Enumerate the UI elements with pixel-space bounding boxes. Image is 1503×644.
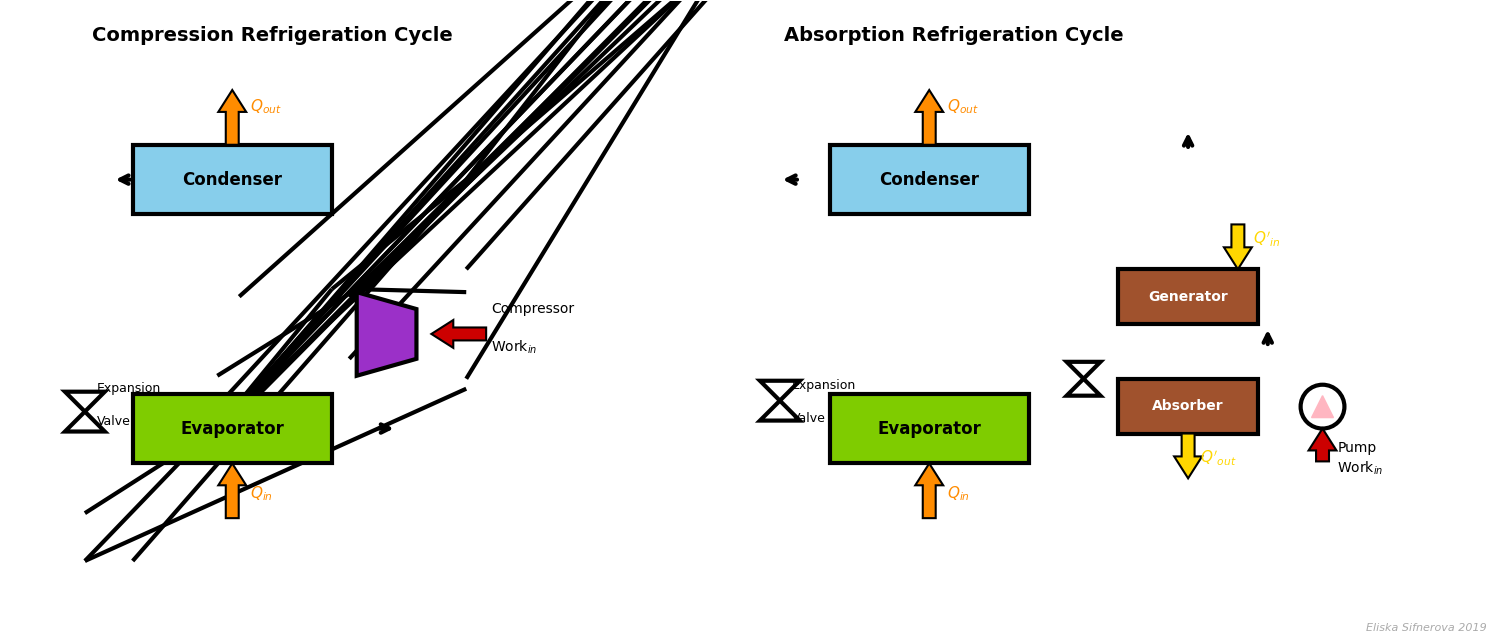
FancyBboxPatch shape	[132, 393, 332, 464]
Polygon shape	[218, 464, 246, 518]
Text: Eliska Sifnerova 2019: Eliska Sifnerova 2019	[1366, 623, 1486, 632]
Text: Valve: Valve	[96, 415, 131, 428]
Polygon shape	[915, 90, 944, 145]
Polygon shape	[356, 292, 416, 375]
Text: $Q'_{in}$: $Q'_{in}$	[1254, 230, 1281, 249]
Text: Evaporator: Evaporator	[878, 419, 981, 437]
Text: Generator: Generator	[1148, 290, 1228, 303]
Text: $Q_{out}$: $Q_{out}$	[249, 98, 283, 117]
Text: $Q_{out}$: $Q_{out}$	[947, 98, 978, 117]
Polygon shape	[1223, 224, 1252, 269]
Text: Work$_{in}$: Work$_{in}$	[1338, 460, 1384, 477]
Polygon shape	[761, 381, 800, 401]
FancyBboxPatch shape	[1118, 379, 1258, 433]
Text: Expansion: Expansion	[792, 379, 857, 392]
Polygon shape	[1067, 379, 1100, 395]
Circle shape	[1300, 384, 1344, 428]
Polygon shape	[1174, 433, 1202, 478]
Polygon shape	[218, 90, 246, 145]
Text: Compressor: Compressor	[491, 302, 574, 316]
Text: Absorber: Absorber	[1153, 399, 1223, 413]
Text: Valve: Valve	[792, 412, 825, 425]
Polygon shape	[65, 392, 105, 412]
Polygon shape	[1312, 395, 1333, 417]
FancyBboxPatch shape	[830, 393, 1028, 464]
Text: Expansion: Expansion	[96, 382, 161, 395]
Text: $Q'_{out}$: $Q'_{out}$	[1199, 449, 1237, 468]
Text: Pump: Pump	[1338, 441, 1377, 455]
FancyBboxPatch shape	[830, 145, 1028, 214]
Polygon shape	[1067, 362, 1100, 379]
Text: Work$_{in}$: Work$_{in}$	[491, 339, 538, 356]
Text: Absorption Refrigeration Cycle: Absorption Refrigeration Cycle	[785, 26, 1124, 44]
Text: $Q_{in}$: $Q_{in}$	[947, 484, 969, 502]
FancyBboxPatch shape	[132, 145, 332, 214]
Text: Compression Refrigeration Cycle: Compression Refrigeration Cycle	[92, 26, 452, 44]
Text: Condenser: Condenser	[879, 171, 980, 189]
Text: $Q_{in}$: $Q_{in}$	[249, 484, 274, 502]
Polygon shape	[915, 464, 944, 518]
FancyBboxPatch shape	[1118, 269, 1258, 324]
Polygon shape	[1309, 428, 1336, 461]
Polygon shape	[65, 412, 105, 431]
Polygon shape	[431, 320, 485, 348]
Polygon shape	[761, 401, 800, 421]
Text: Evaporator: Evaporator	[180, 419, 284, 437]
Text: Condenser: Condenser	[182, 171, 283, 189]
